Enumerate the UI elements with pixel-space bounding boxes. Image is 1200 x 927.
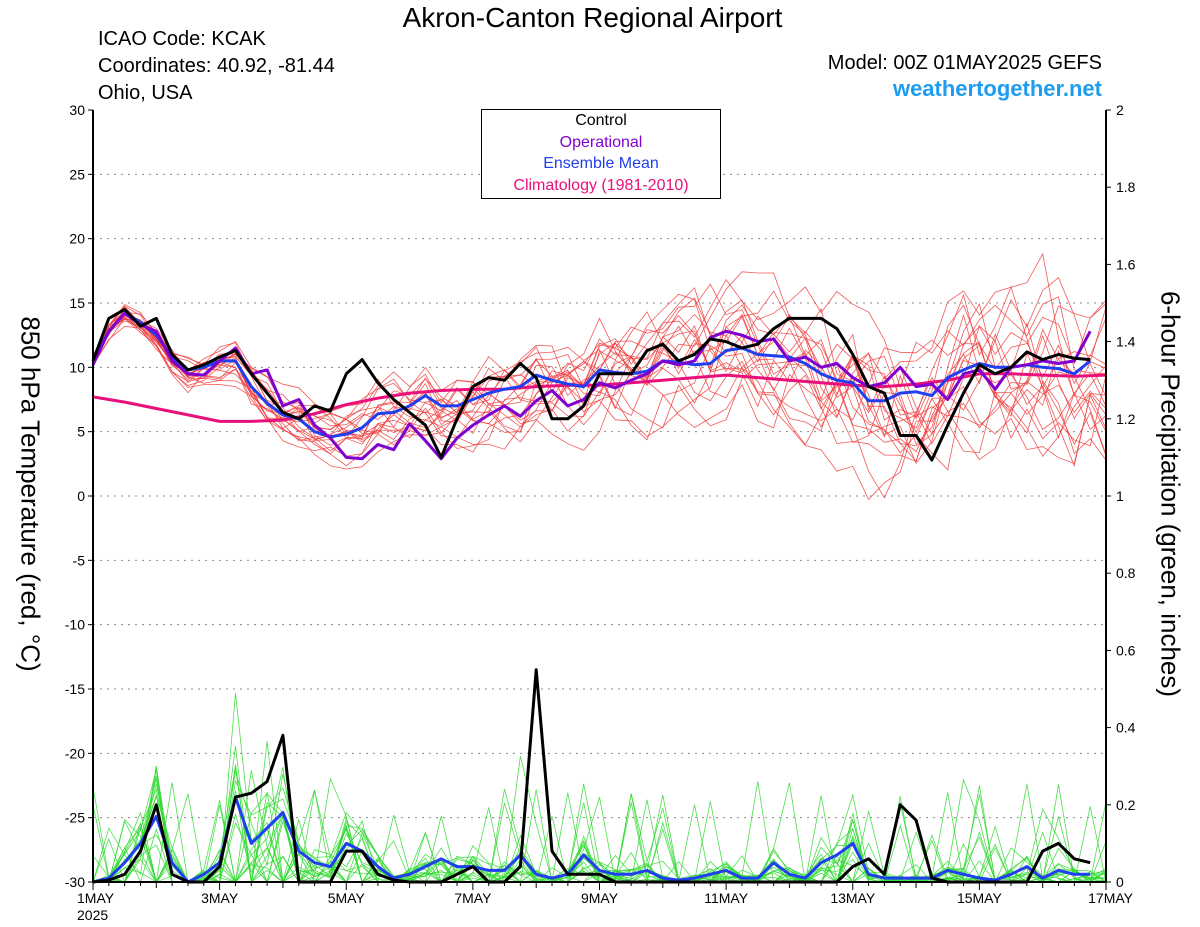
- grid-layer: [93, 173, 1106, 819]
- temperature-member-line: [92, 313, 1107, 471]
- temperature-member-line: [92, 318, 1107, 438]
- temperature-member-line: [92, 290, 1107, 449]
- y-tick-label: 5: [77, 424, 85, 440]
- temperature-member-line: [92, 303, 1107, 433]
- legend-ensemble-mean: Ensemble Mean: [543, 155, 659, 172]
- precipitation-member-line: [92, 741, 1107, 884]
- y-tick-label: -20: [65, 745, 85, 761]
- y-tick-label: -15: [65, 681, 85, 697]
- ensemble-members-layer: [92, 252, 1107, 884]
- legend-operational: Operational: [559, 133, 643, 151]
- y-axis-label-left: 850 hPa Temperature (red, °C): [15, 316, 46, 672]
- x-tick-label: 1MAY: [77, 890, 115, 906]
- y2-tick-label: 0.4: [1116, 720, 1136, 736]
- y-tick-label: 15: [69, 295, 85, 311]
- series-layer: [91, 307, 1107, 884]
- y-tick-label: 0: [77, 488, 85, 504]
- region: Ohio, USA: [98, 82, 193, 104]
- y2-tick-label: 0.6: [1116, 642, 1136, 658]
- x-tick-label: 3MAY: [201, 890, 239, 906]
- y2-tick-label: 1.6: [1116, 256, 1136, 272]
- y2-tick-label: 1: [1116, 488, 1124, 504]
- temperature-member-line: [92, 283, 1107, 444]
- y-tick-label: 10: [69, 359, 85, 375]
- site-link[interactable]: weathertogether.net: [892, 76, 1102, 101]
- coordinates: Coordinates: 40.92, -81.44: [98, 55, 335, 77]
- x-tick-label: 5MAY: [328, 890, 366, 906]
- legend-box: Control Operational Ensemble Mean Climat…: [481, 109, 721, 199]
- temperature-member-line: [92, 293, 1107, 454]
- x-tick-label: 15MAY: [957, 890, 1003, 906]
- y2-tick-label: 0.8: [1116, 565, 1136, 581]
- precipitation-member-line: [92, 788, 1107, 884]
- y2-tick-label: 1.2: [1116, 411, 1136, 427]
- y-tick-label: -25: [65, 810, 85, 826]
- temperature-member-line: [92, 304, 1107, 462]
- y2-tick-label: 2: [1116, 102, 1124, 118]
- x-year-label: 2025: [77, 907, 108, 923]
- control-temperature-line: [91, 307, 1091, 462]
- x-tick-label: 17MAY: [1088, 890, 1134, 906]
- chart-title: Akron-Canton Regional Airport: [402, 2, 783, 33]
- legend-control: Control: [575, 112, 627, 129]
- model-run: Model: 00Z 01MAY2025 GEFS: [827, 52, 1102, 74]
- y2-tick-label: 1.8: [1116, 179, 1136, 195]
- icao-code: ICAO Code: KCAK: [98, 28, 266, 50]
- climatology-line: [92, 372, 1107, 423]
- y-tick-label: 30: [69, 102, 85, 118]
- y-tick-label: 20: [69, 231, 85, 247]
- x-tick-label: 11MAY: [704, 890, 748, 906]
- precipitation-member-line: [92, 778, 1107, 883]
- y2-tick-label: 0: [1116, 874, 1124, 890]
- y-tick-label: 25: [69, 166, 85, 182]
- temperature-member-line: [92, 311, 1107, 499]
- temperature-member-line: [92, 285, 1107, 446]
- legend-climatology: Climatology (1981-2010): [513, 176, 689, 194]
- y-tick-label: -30: [65, 874, 85, 890]
- y-tick-label: -10: [65, 617, 85, 633]
- y2-tick-label: 0.2: [1116, 797, 1136, 813]
- y-tick-label: -5: [73, 552, 86, 568]
- ensemble-mean-precipitation-line: [92, 795, 1091, 884]
- x-tick-label: 7MAY: [454, 890, 492, 906]
- temperature-member-line: [92, 287, 1107, 468]
- precipitation-member-line: [92, 693, 1107, 884]
- x-tick-label: 13MAY: [830, 890, 876, 906]
- x-tick-label: 9MAY: [581, 890, 619, 906]
- ensemble-mean-temperature-line: [91, 311, 1092, 439]
- y2-tick-label: 1.4: [1116, 334, 1136, 350]
- control-precipitation-line: [92, 668, 1091, 884]
- axis-layer: 302520151050-5-10-15-20-25-3021.81.61.41…: [65, 102, 1136, 923]
- y-axis-label-right: 6-hour Precipitation (green, inches): [1155, 290, 1186, 698]
